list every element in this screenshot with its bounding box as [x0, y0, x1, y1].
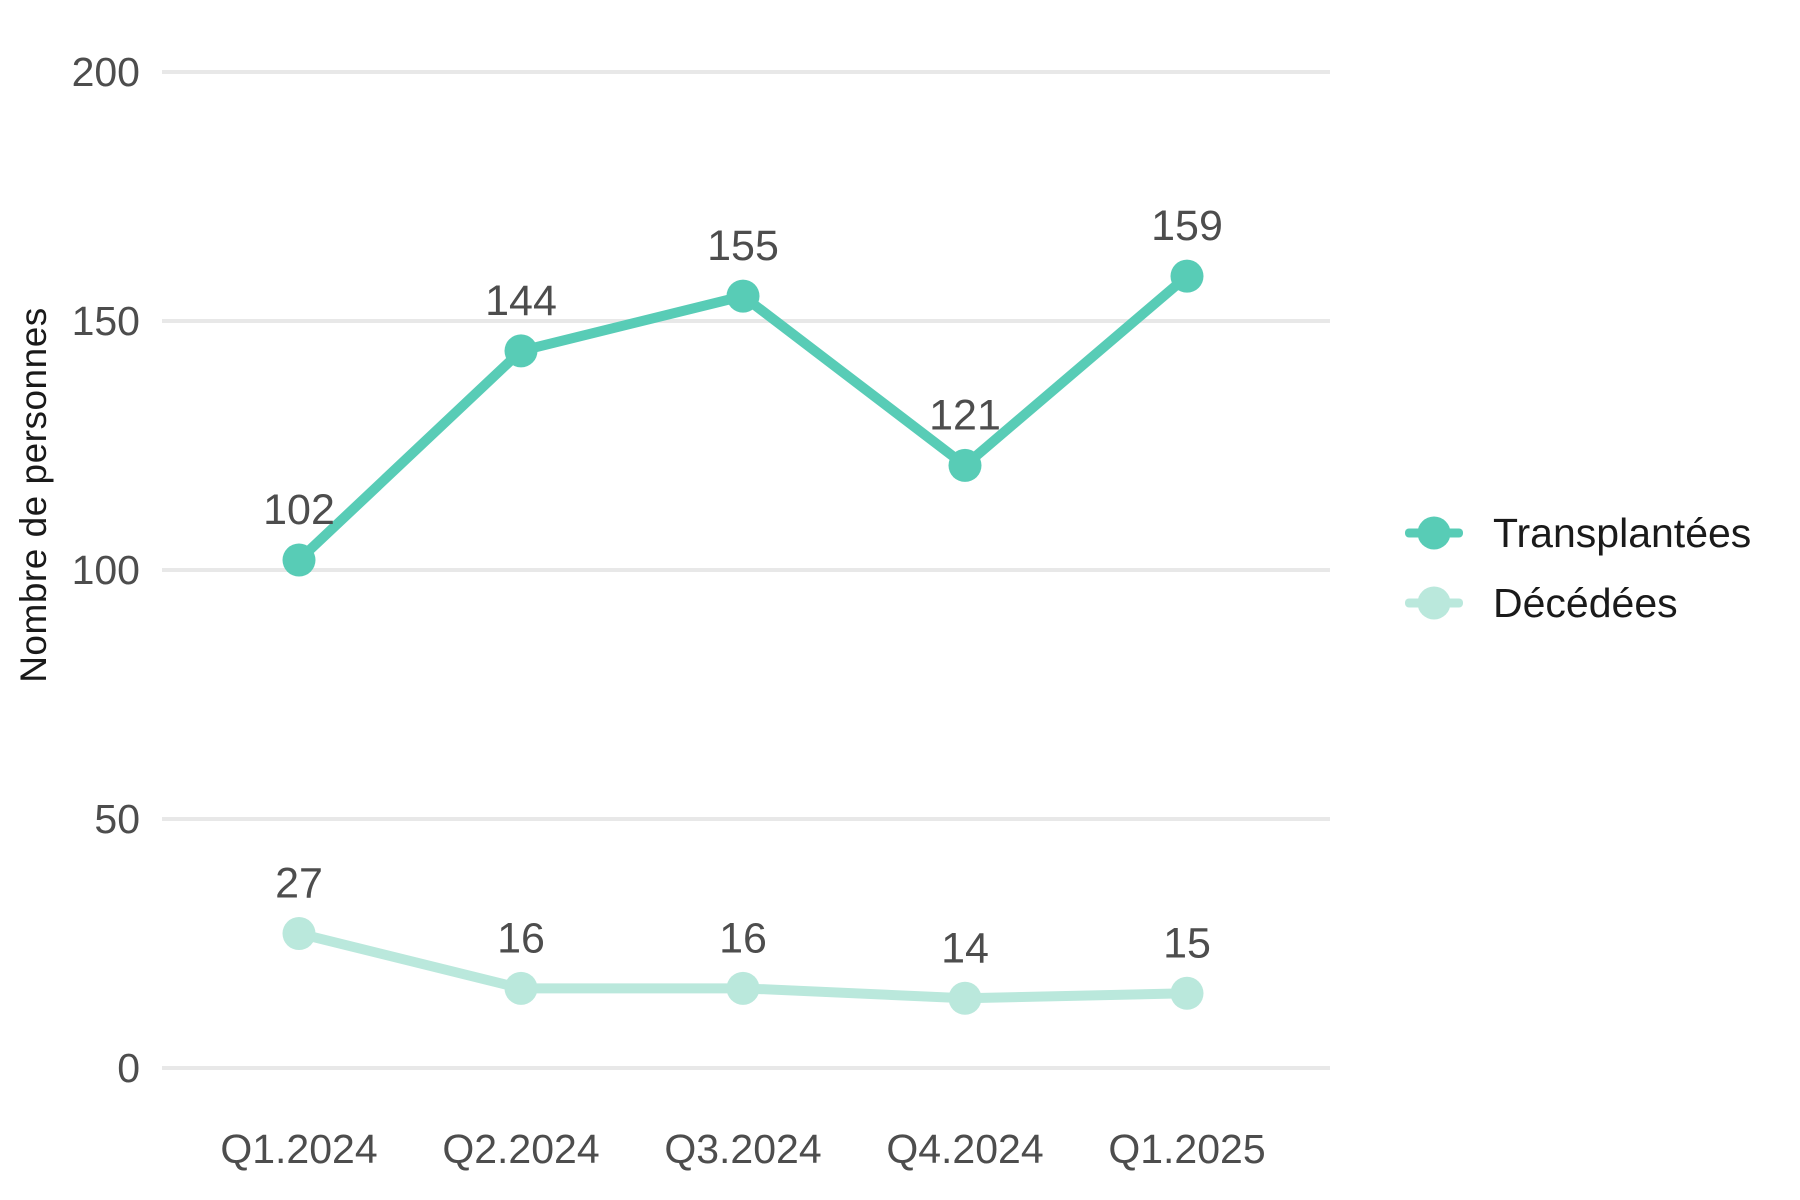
legend-dot-swatch — [1417, 586, 1451, 620]
x-tick-label: Q1.2024 — [220, 1126, 377, 1172]
data-point-label: 16 — [719, 914, 767, 962]
data-point-label: 27 — [275, 860, 323, 908]
legend-item-decedees: Décédées — [1405, 575, 1751, 631]
data-point — [948, 448, 982, 482]
legend-dot-swatch — [1417, 516, 1451, 550]
data-point-label: 102 — [263, 486, 335, 534]
data-point — [1170, 259, 1204, 293]
legend: Transplantées Décédées — [1405, 505, 1751, 631]
y-tick-label: 50 — [94, 796, 140, 842]
data-point — [726, 279, 760, 313]
legend-marker-decedees-icon — [1405, 585, 1463, 621]
legend-marker-transplantees-icon — [1405, 515, 1463, 551]
data-point — [726, 971, 760, 1005]
data-point — [504, 971, 538, 1005]
data-point — [504, 334, 538, 368]
y-tick-label: 150 — [72, 298, 140, 344]
legend-label-transplantees: Transplantées — [1493, 509, 1752, 556]
data-point — [282, 543, 316, 577]
data-point-label: 121 — [929, 391, 1001, 439]
x-tick-label: Q1.2025 — [1108, 1126, 1265, 1172]
y-axis-title: Nombre de personnes — [13, 307, 54, 683]
y-tick-label: 0 — [117, 1045, 140, 1091]
data-point — [282, 917, 316, 951]
x-tick-label: Q4.2024 — [886, 1126, 1043, 1172]
y-tick-label: 200 — [72, 49, 140, 95]
data-point — [1170, 976, 1204, 1010]
x-tick-label: Q3.2024 — [664, 1126, 821, 1172]
series-line-0 — [294, 271, 1192, 566]
data-point-label: 16 — [497, 914, 545, 962]
data-point-label: 155 — [707, 222, 779, 270]
data-point — [948, 981, 982, 1015]
data-point-label: 144 — [485, 277, 557, 325]
data-point-label: 159 — [1151, 202, 1223, 250]
legend-label-decedees: Décédées — [1493, 579, 1678, 626]
legend-item-transplantees: Transplantées — [1405, 505, 1751, 561]
y-tick-label: 100 — [72, 547, 140, 593]
data-point-label: 15 — [1163, 919, 1211, 967]
data-point-label: 14 — [941, 924, 989, 972]
x-tick-label: Q2.2024 — [442, 1126, 599, 1172]
